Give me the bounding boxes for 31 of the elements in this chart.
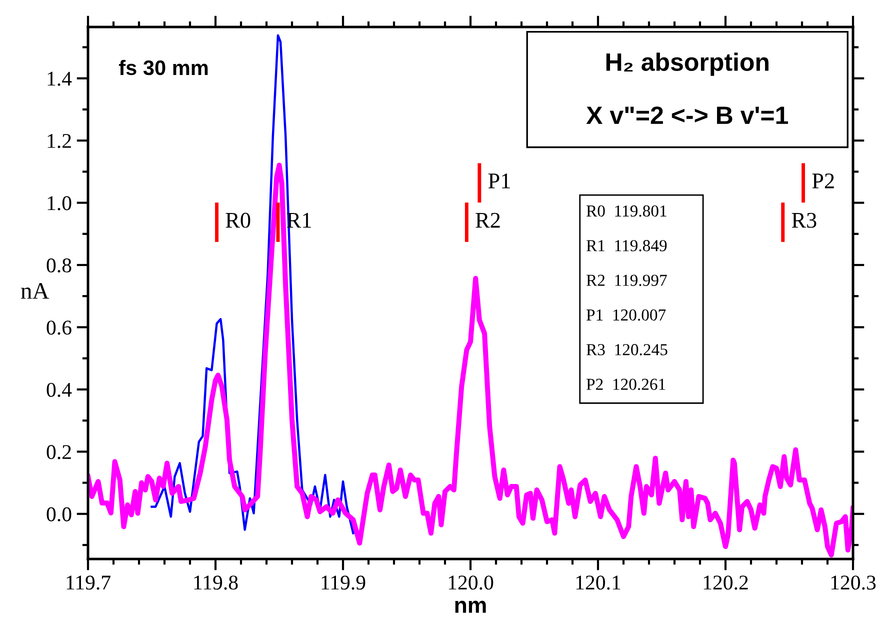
text: X v"=2 <-> B v'=1 bbox=[586, 106, 788, 124]
y-tick-label: 1.4 bbox=[48, 72, 72, 86]
annotation: R3 120.245 bbox=[586, 344, 668, 356]
x-tick-label: 119.7 bbox=[66, 576, 110, 590]
x-axis-title: nm bbox=[455, 600, 486, 613]
annotation: P2 120.261 bbox=[586, 378, 666, 390]
y-tick-label: 0.0 bbox=[46, 507, 72, 522]
y-tick-label: 0.6 bbox=[46, 320, 72, 335]
y-tick-label: 1.0 bbox=[48, 196, 72, 210]
y-axis-title: nA bbox=[20, 283, 50, 299]
x-tick-label: 120.0 bbox=[448, 576, 494, 590]
ref-line-label: R2 bbox=[476, 212, 500, 228]
x-tick-label: 119.8 bbox=[194, 576, 238, 590]
y-tick-label: 0.2 bbox=[46, 445, 71, 460]
ref-line-label: R3 bbox=[792, 212, 816, 228]
ref-line-label: P2 bbox=[812, 174, 834, 188]
y-tick-label: 0.4 bbox=[46, 382, 72, 397]
annotation: fs 30 mm bbox=[118, 60, 208, 76]
x-tick-label: 120.2 bbox=[704, 576, 748, 590]
annotation: R1 119.849 bbox=[586, 240, 667, 252]
ref-line-label: P1 bbox=[488, 174, 510, 188]
annotation: R0 119.801 bbox=[586, 205, 666, 217]
ref-line-label: R0 bbox=[226, 212, 250, 228]
annotation: P1 120.007 bbox=[586, 309, 666, 321]
y-tick-label: 1.2 bbox=[48, 134, 71, 148]
x-tick-label: 120.1 bbox=[576, 576, 620, 590]
y-tick-label: 0.8 bbox=[46, 258, 72, 273]
x-tick-label: 120.3 bbox=[831, 576, 876, 590]
x-tick-label: 119.9 bbox=[322, 576, 366, 590]
text: H₂ absorption bbox=[606, 52, 768, 76]
annotation: R2 119.997 bbox=[586, 274, 667, 286]
